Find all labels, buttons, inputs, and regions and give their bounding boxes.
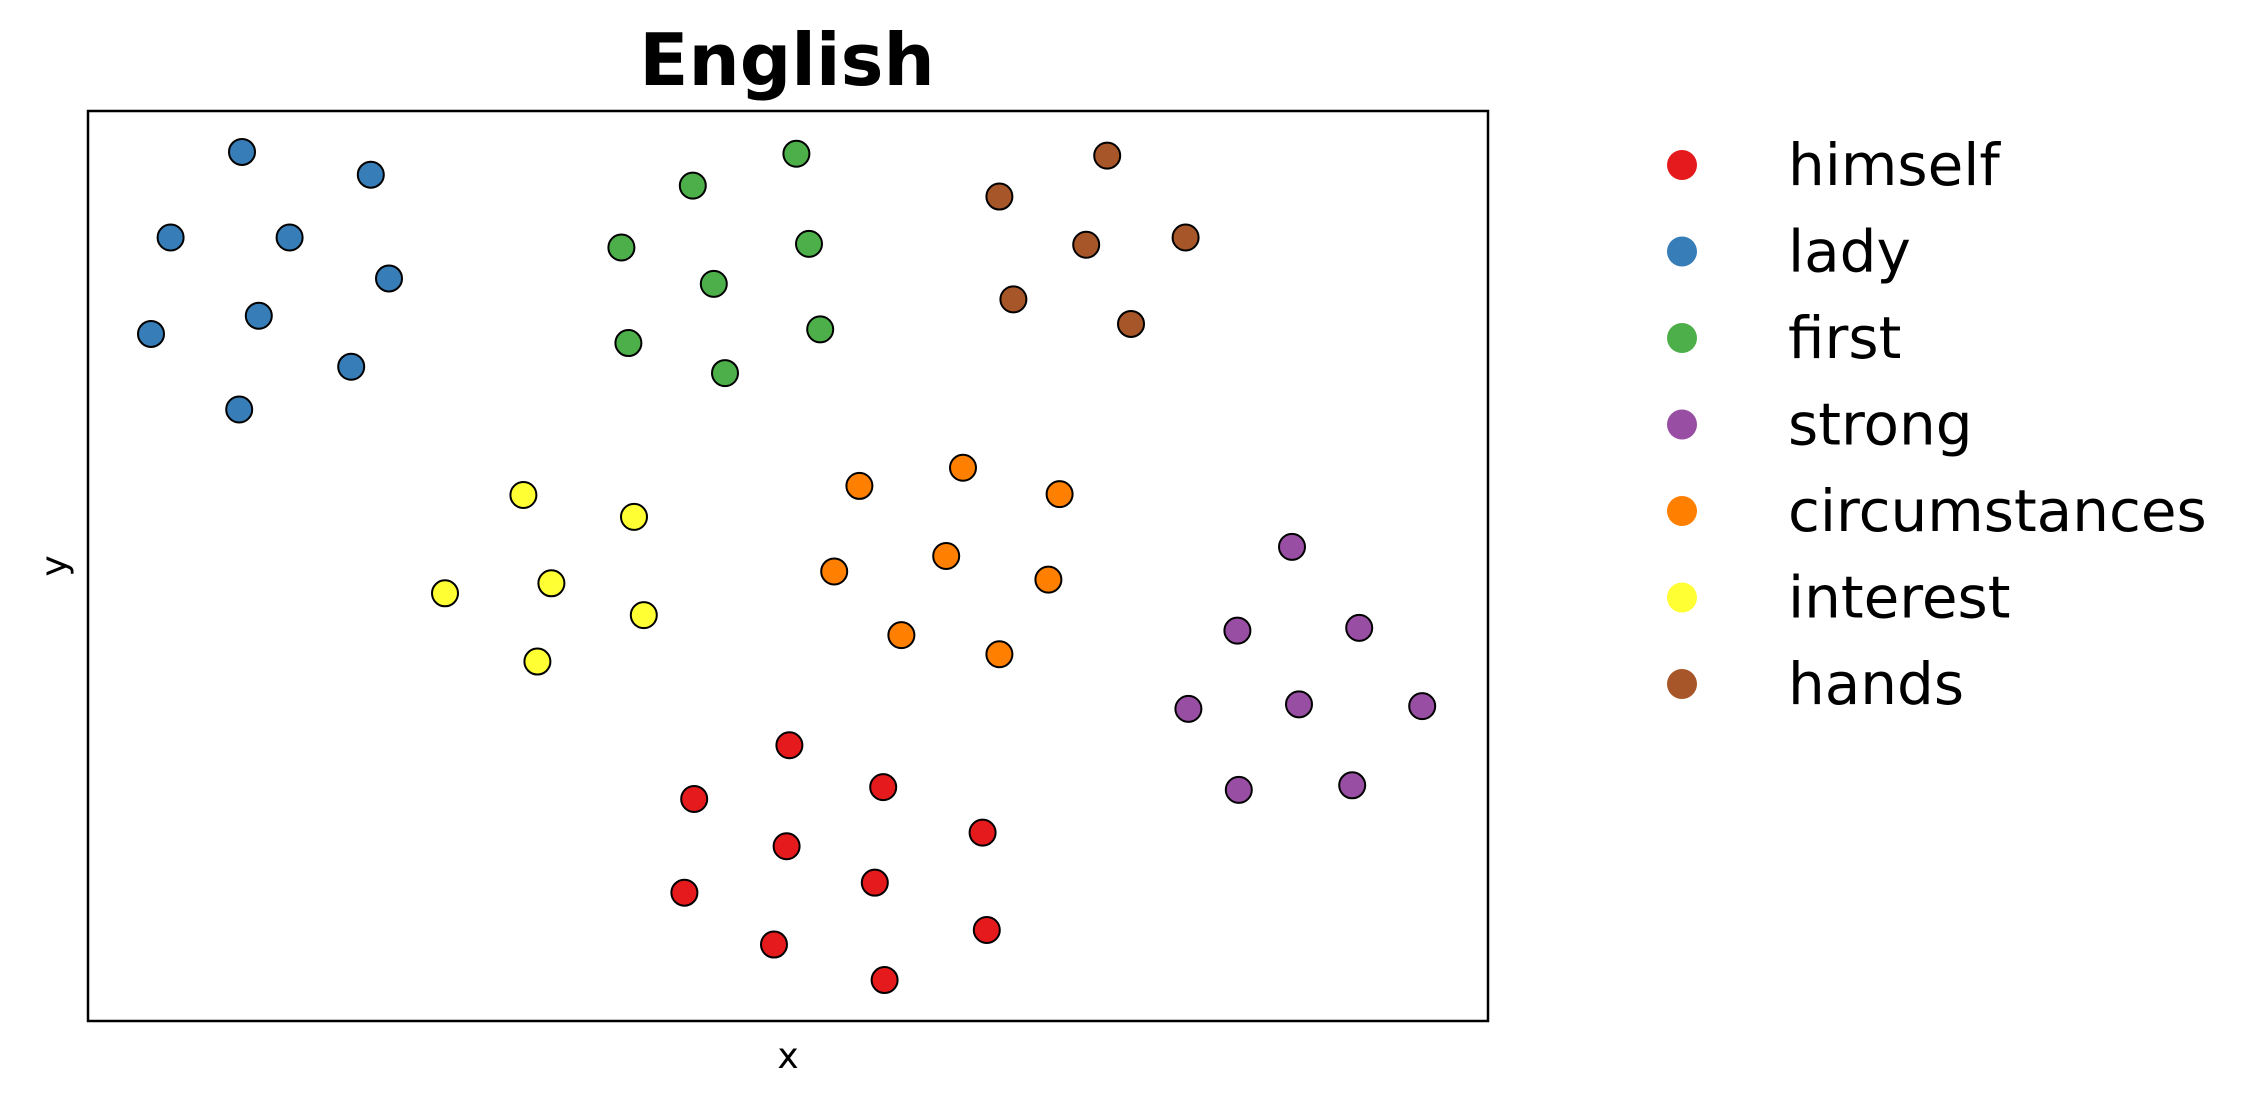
point-lady-1	[356, 160, 385, 189]
point-first-2	[795, 229, 823, 258]
point-circumstances-4	[820, 557, 849, 586]
series-strong	[1174, 532, 1437, 804]
legend-marker-circumstances	[1667, 496, 1697, 526]
chart-title: English	[639, 18, 934, 102]
point-circumstances-0	[949, 453, 977, 482]
point-himself-7	[972, 916, 1001, 944]
point-interest-1	[620, 502, 648, 531]
series-interest	[431, 481, 658, 676]
point-strong-6	[1224, 775, 1253, 804]
legend-item-hands: hands	[1667, 650, 1964, 718]
plot-area	[86, 109, 1490, 1023]
series-lady	[137, 137, 403, 424]
series-first	[607, 139, 835, 388]
point-hands-5	[1117, 309, 1145, 338]
point-hands-4	[999, 285, 1028, 314]
point-first-5	[806, 315, 835, 344]
legend-marker-hands	[1667, 669, 1697, 699]
legend-item-circumstances: circumstances	[1667, 477, 2207, 545]
point-lady-6	[137, 319, 165, 348]
legend-label-first: first	[1788, 304, 1901, 372]
point-lady-8	[225, 395, 254, 424]
point-himself-9	[870, 966, 899, 995]
point-hands-0	[1093, 141, 1122, 170]
point-circumstances-6	[887, 621, 916, 650]
point-first-7	[711, 359, 739, 388]
point-lady-5	[244, 301, 273, 330]
point-himself-1	[869, 773, 898, 802]
point-interest-5	[523, 647, 552, 676]
point-interest-2	[537, 569, 566, 598]
legend-label-strong: strong	[1788, 391, 1973, 459]
point-first-4	[699, 269, 728, 298]
point-himself-8	[760, 930, 788, 959]
legend-item-lady: lady	[1667, 218, 1911, 286]
point-hands-2	[1072, 230, 1101, 259]
point-strong-2	[1345, 613, 1374, 642]
point-circumstances-3	[932, 541, 961, 570]
point-circumstances-2	[1045, 480, 1074, 509]
point-himself-0	[775, 731, 804, 760]
legend-marker-himself	[1667, 150, 1697, 180]
point-interest-4	[629, 601, 658, 630]
point-lady-7	[337, 352, 366, 381]
legend-item-strong: strong	[1667, 391, 1973, 459]
point-circumstances-1	[845, 471, 874, 500]
point-himself-5	[860, 868, 889, 897]
legend-item-interest: interest	[1667, 564, 2011, 632]
point-himself-2	[680, 784, 709, 813]
point-first-3	[607, 233, 636, 262]
point-lady-2	[156, 223, 185, 252]
point-himself-4	[772, 832, 801, 861]
legend-marker-strong	[1667, 409, 1697, 440]
y-axis-label: y	[34, 555, 75, 576]
point-strong-7	[1338, 771, 1367, 800]
series-himself	[670, 731, 1001, 995]
legend-label-hands: hands	[1788, 650, 1964, 718]
legend-label-circumstances: circumstances	[1788, 477, 2207, 545]
point-strong-3	[1174, 694, 1203, 723]
series-hands	[985, 141, 1200, 338]
point-himself-6	[670, 878, 699, 907]
legend-item-himself: himself	[1667, 131, 2001, 199]
point-lady-0	[228, 137, 256, 166]
point-first-1	[678, 171, 707, 200]
series-circumstances	[820, 453, 1074, 669]
point-first-6	[614, 329, 643, 358]
point-interest-0	[509, 481, 538, 510]
point-lady-4	[375, 264, 403, 293]
legend-marker-lady	[1667, 236, 1697, 267]
point-hands-3	[1171, 223, 1200, 252]
point-lady-3	[275, 223, 304, 252]
point-strong-4	[1285, 690, 1313, 719]
point-strong-0	[1278, 532, 1306, 561]
legend-label-himself: himself	[1788, 131, 2001, 199]
point-interest-3	[431, 579, 459, 608]
legend-label-lady: lady	[1788, 218, 1911, 286]
point-himself-3	[968, 818, 997, 847]
point-strong-1	[1223, 616, 1252, 645]
legend-label-interest: interest	[1788, 564, 2011, 632]
points-layer	[137, 137, 1437, 995]
x-axis-label: x	[777, 1036, 798, 1077]
point-hands-1	[985, 182, 1014, 211]
point-first-0	[782, 139, 811, 168]
legend-item-first: first	[1667, 304, 1901, 372]
point-circumstances-7	[985, 640, 1014, 669]
legend: himself lady first strong circumstances inter…	[1667, 131, 2207, 718]
legend-marker-interest	[1667, 582, 1697, 613]
point-strong-5	[1408, 692, 1437, 721]
point-circumstances-5	[1034, 565, 1063, 594]
legend-marker-first	[1667, 323, 1697, 353]
